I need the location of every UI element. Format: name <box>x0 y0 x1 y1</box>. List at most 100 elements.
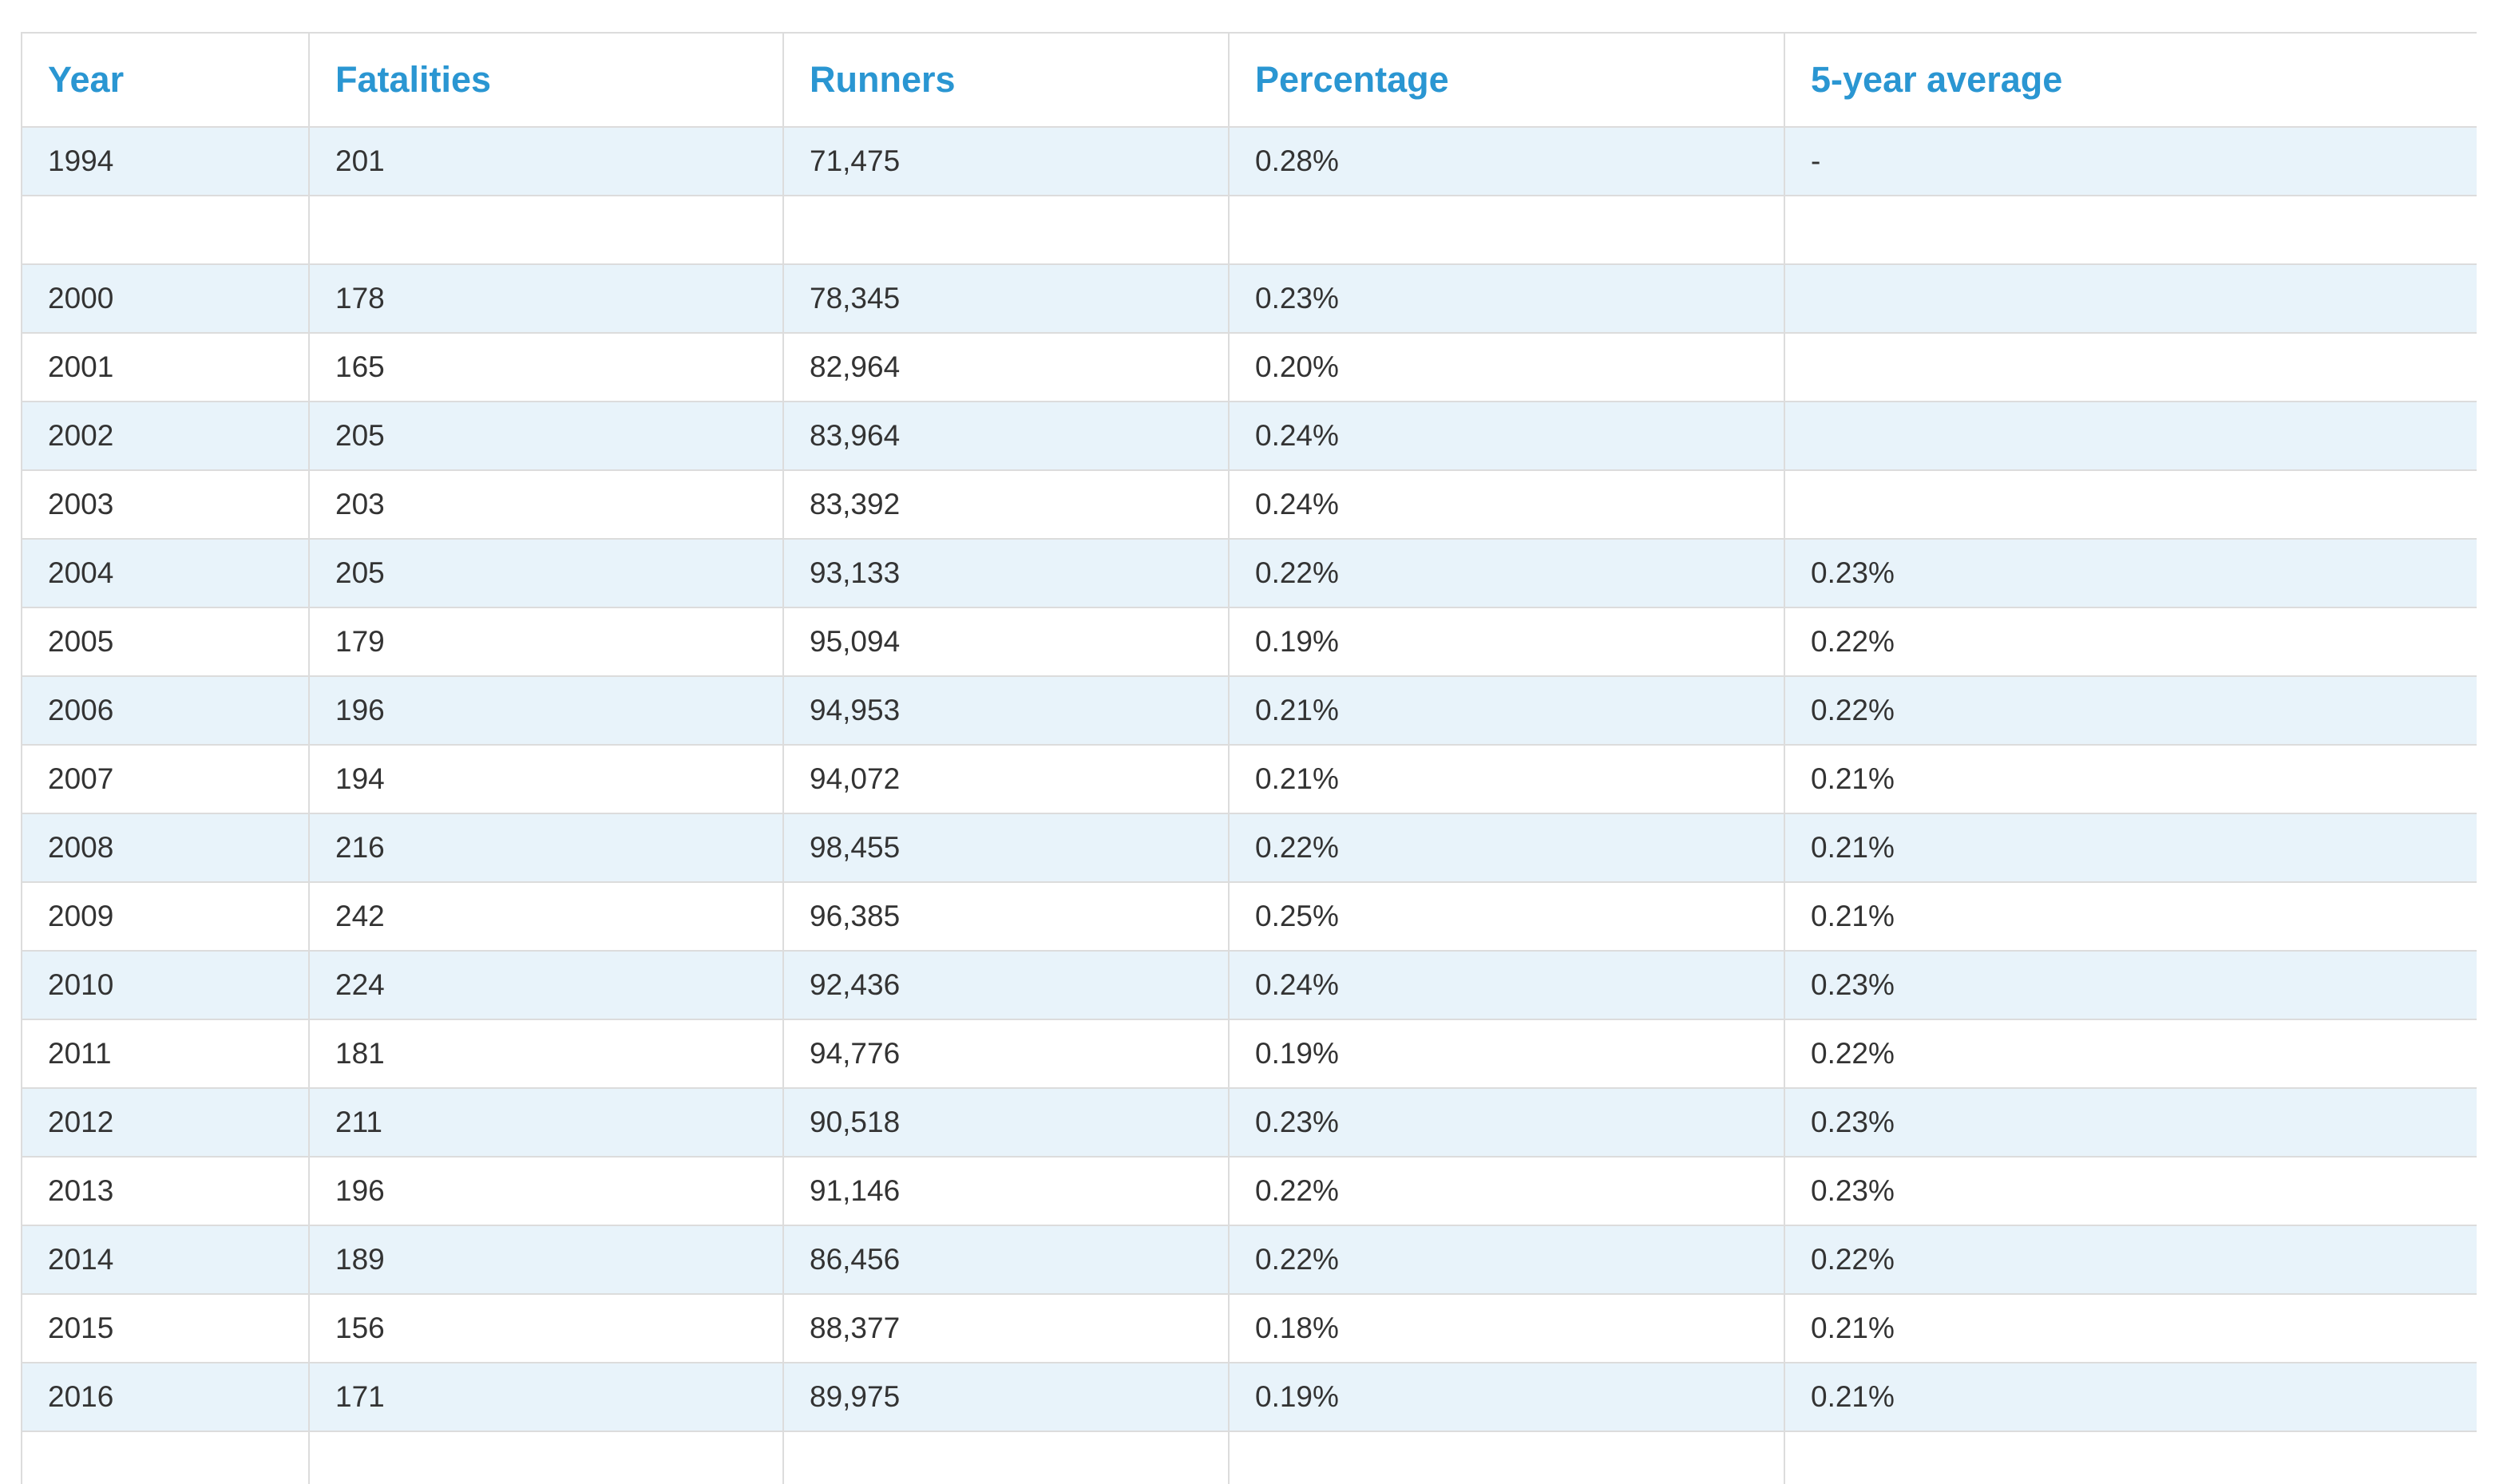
table-cell-runners: 98,455 <box>782 813 1230 883</box>
fatalities-table: Year Fatalities Runners Percentage 5-year av… <box>21 32 2477 1484</box>
column-header-five-year-average: 5-year average <box>1784 32 2477 128</box>
table-cell-fatalities: 181 <box>308 1019 784 1089</box>
table-row: 2016 171 89,975 0.19% 0.21% <box>21 1362 2477 1432</box>
table-cell-percentage: 0.23% <box>1228 1087 1785 1158</box>
table-cell-percentage: 0.19% <box>1228 607 1785 677</box>
table-cell-five-year-average: 0.22% <box>1784 1019 2477 1089</box>
table-cell-year: 2014 <box>21 1225 310 1295</box>
table-cell-fatalities: 165 <box>308 332 784 402</box>
table-cell-runners: 92,436 <box>782 950 1230 1020</box>
table-cell-year: 2000 <box>21 263 310 334</box>
table-cell-percentage: 0.22% <box>1228 538 1785 608</box>
table-cell-year: 2002 <box>21 401 310 471</box>
table-cell-runners: 94,776 <box>782 1019 1230 1089</box>
table-cell-fatalities: 194 <box>308 744 784 814</box>
table-cell-percentage: 0.22% <box>1228 1225 1785 1295</box>
table-cell-five-year-average <box>1784 1431 2477 1484</box>
table-cell-percentage: 0.24% <box>1228 401 1785 471</box>
table-row: 2004 205 93,133 0.22% 0.23% <box>21 538 2477 608</box>
table-cell-five-year-average: 0.22% <box>1784 607 2477 677</box>
table-cell-fatalities: 179 <box>308 607 784 677</box>
table-row: 2011 181 94,776 0.19% 0.22% <box>21 1019 2477 1089</box>
table-cell-year: 2003 <box>21 469 310 540</box>
table-cell-five-year-average: 0.21% <box>1784 1293 2477 1363</box>
table-cell-percentage: 0.28% <box>1228 126 1785 196</box>
table-cell-fatalities: 205 <box>308 401 784 471</box>
table-cell-five-year-average <box>1784 469 2477 540</box>
table-cell-year: 2005 <box>21 607 310 677</box>
table-cell-percentage: 0.22% <box>1228 1156 1785 1226</box>
table-cell-fatalities: 242 <box>308 881 784 952</box>
table-cell-year: 2008 <box>21 813 310 883</box>
table-cell-percentage: 0.22% <box>1228 813 1785 883</box>
table-cell-runners: 90,518 <box>782 1087 1230 1158</box>
table-cell-fatalities: 196 <box>308 1156 784 1226</box>
table-cell-five-year-average: 0.21% <box>1784 813 2477 883</box>
table-cell-five-year-average <box>1784 263 2477 334</box>
table-cell-fatalities: 201 <box>308 126 784 196</box>
table-cell-year: 2011 <box>21 1019 310 1089</box>
table-row: 2003 203 83,392 0.24% <box>21 469 2477 540</box>
table-cell-percentage: 0.19% <box>1228 1019 1785 1089</box>
table-cell-year: 2016 <box>21 1362 310 1432</box>
column-header-runners: Runners <box>782 32 1230 128</box>
table-cell-year: 1994 <box>21 126 310 196</box>
table-cell-five-year-average: 0.23% <box>1784 1087 2477 1158</box>
table-cell-year: 2007 <box>21 744 310 814</box>
table-cell-five-year-average <box>1784 195 2477 265</box>
table-cell-runners: 94,072 <box>782 744 1230 814</box>
table-cell-percentage: 0.24% <box>1228 469 1785 540</box>
table-cell-fatalities: 178 <box>308 263 784 334</box>
table-cell-percentage: 0.20% <box>1228 332 1785 402</box>
table-header: Year Fatalities Runners Percentage 5-year av… <box>21 32 2477 128</box>
table-cell-five-year-average: - <box>1784 126 2477 196</box>
table-cell-year: 2010 <box>21 950 310 1020</box>
table-cell-year: 2006 <box>21 675 310 746</box>
table-cell-runners: 95,094 <box>782 607 1230 677</box>
table-cell-five-year-average <box>1784 332 2477 402</box>
table-cell-runners <box>782 195 1230 265</box>
table-cell-percentage <box>1228 195 1785 265</box>
table-cell-percentage: 0.21% <box>1228 675 1785 746</box>
table-row: 2005 179 95,094 0.19% 0.22% <box>21 607 2477 677</box>
table-cell-year: 2009 <box>21 881 310 952</box>
table-cell-year: 2015 <box>21 1293 310 1363</box>
table-cell-five-year-average: 0.23% <box>1784 538 2477 608</box>
table-cell-percentage <box>1228 1431 1785 1484</box>
table-cell-year: 2012 <box>21 1087 310 1158</box>
table-cell-runners: 88,377 <box>782 1293 1230 1363</box>
fatalities-table-container: Year Fatalities Runners Percentage 5-year av… <box>21 32 2477 1484</box>
table-cell-fatalities: 216 <box>308 813 784 883</box>
table-row <box>21 1431 2477 1484</box>
table-cell-percentage: 0.24% <box>1228 950 1785 1020</box>
table-row: 2013 196 91,146 0.22% 0.23% <box>21 1156 2477 1226</box>
column-header-percentage: Percentage <box>1228 32 1785 128</box>
table-row: 2006 196 94,953 0.21% 0.22% <box>21 675 2477 746</box>
table-cell-percentage: 0.21% <box>1228 744 1785 814</box>
table-row: 2014 189 86,456 0.22% 0.22% <box>21 1225 2477 1295</box>
table-row: 2008 216 98,455 0.22% 0.21% <box>21 813 2477 883</box>
table-cell-percentage: 0.19% <box>1228 1362 1785 1432</box>
table-cell-fatalities: 224 <box>308 950 784 1020</box>
table-cell-fatalities: 203 <box>308 469 784 540</box>
table-cell-fatalities: 156 <box>308 1293 784 1363</box>
table-cell-five-year-average: 0.21% <box>1784 881 2477 952</box>
table-cell-five-year-average: 0.21% <box>1784 1362 2477 1432</box>
table-row: 2000 178 78,345 0.23% <box>21 263 2477 334</box>
table-cell-fatalities <box>308 1431 784 1484</box>
table-cell-year: 2004 <box>21 538 310 608</box>
table-cell-percentage: 0.23% <box>1228 263 1785 334</box>
table-cell-runners: 83,392 <box>782 469 1230 540</box>
table-row: 2015 156 88,377 0.18% 0.21% <box>21 1293 2477 1363</box>
table-cell-runners: 82,964 <box>782 332 1230 402</box>
table-cell-five-year-average: 0.23% <box>1784 950 2477 1020</box>
table-cell-year <box>21 195 310 265</box>
table-cell-fatalities: 205 <box>308 538 784 608</box>
table-body: 1994 201 71,475 0.28% -2000 178 78,345 0.23% 200… <box>21 126 2477 1484</box>
table-cell-fatalities: 211 <box>308 1087 784 1158</box>
table-cell-fatalities <box>308 195 784 265</box>
table-cell-runners: 96,385 <box>782 881 1230 952</box>
table-cell-fatalities: 196 <box>308 675 784 746</box>
table-cell-year: 2013 <box>21 1156 310 1226</box>
table-cell-five-year-average: 0.22% <box>1784 1225 2477 1295</box>
